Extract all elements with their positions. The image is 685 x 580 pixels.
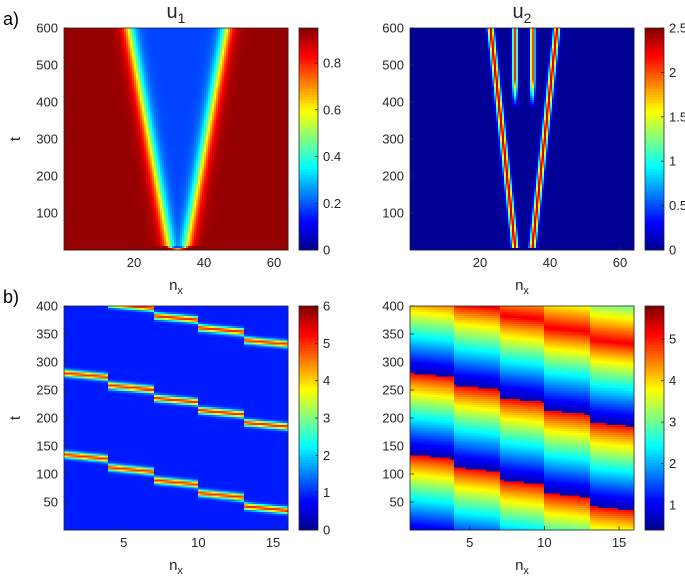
x-tick-label-b1: 5 xyxy=(120,535,127,550)
y-tick-label-a1: 400 xyxy=(36,95,58,110)
y-tick-label-a2: 500 xyxy=(382,58,404,73)
panel-label-a: a) xyxy=(3,9,19,29)
panel-label-b: b) xyxy=(3,287,19,307)
colorbar-b2: 1 2 3 4 5 xyxy=(645,306,676,530)
colorbar-tick-label-a1: 0.4 xyxy=(323,149,341,164)
heatmap-a1: 20 40 60100200300400500600nxtu100.20.40.60… xyxy=(7,1,341,297)
y-tick-label-b1: 250 xyxy=(36,383,58,398)
y-tick-label-a1: 500 xyxy=(36,58,58,73)
x-tick-label-b2: 15 xyxy=(612,535,626,550)
y-axis-label-b1: t xyxy=(7,415,24,420)
y-tick-label-b1: 50 xyxy=(44,495,58,510)
colorbar-tick-label-a1: 0.8 xyxy=(323,56,341,71)
y-tick-label-a1: 200 xyxy=(36,169,58,184)
heatmap-cells-a1 xyxy=(64,28,288,250)
x-tick-label-b2: 10 xyxy=(537,535,551,550)
colorbar-tick-label-b2: 1 xyxy=(669,498,676,513)
x-axis-label-a2: nx xyxy=(515,277,529,297)
colorbar-tick-label-b1: 0 xyxy=(323,523,330,538)
colorbar-tick-label-b2: 2 xyxy=(669,456,676,471)
colorbar-tick-label-b1: 4 xyxy=(323,373,330,388)
colorbar-tick-label-b1: 6 xyxy=(323,299,330,314)
x-tick-label-a1: 60 xyxy=(267,255,281,270)
y-tick-label-a1: 300 xyxy=(36,132,58,147)
y-tick-label-a2: 400 xyxy=(382,95,404,110)
x-axis-label-b2: nx xyxy=(515,557,529,577)
x-tick-label-a2: 60 xyxy=(613,255,627,270)
colorbar-tick-label-a1: 0.2 xyxy=(323,196,341,211)
colorbar-tick-label-a2: 2 xyxy=(669,65,676,80)
y-tick-label-a2: 300 xyxy=(382,132,404,147)
x-axis-label-a1: nx xyxy=(169,277,183,297)
y-tick-label-b1: 300 xyxy=(36,355,58,370)
chart-title-a2: u2 xyxy=(513,1,532,26)
colorbar-tick-label-b2: 5 xyxy=(669,332,676,347)
y-tick-label-b2: 350 xyxy=(382,327,404,342)
y-tick-label-b2: 100 xyxy=(382,467,404,482)
heatmap-cells-b1 xyxy=(64,306,288,530)
y-axis-label-a1: t xyxy=(7,136,24,141)
y-tick-label-b2: 150 xyxy=(382,439,404,454)
y-tick-label-a2: 200 xyxy=(382,169,404,184)
x-tick-label-b2: 5 xyxy=(466,535,473,550)
y-tick-label-b1: 350 xyxy=(36,327,58,342)
colorbar-tick-label-b1: 3 xyxy=(323,411,330,426)
colorbar-tick-label-b1: 2 xyxy=(323,448,330,463)
colorbar-a1: 0 0.2 0.4 0.6 0.8 xyxy=(299,28,341,258)
y-tick-label-b1: 200 xyxy=(36,411,58,426)
colorbar-b1: 0 1 2 3 4 5 6 xyxy=(299,299,330,538)
y-tick-label-b2: 300 xyxy=(382,355,404,370)
colorbar-tick-label-b1: 5 xyxy=(323,336,330,351)
heatmap-cells-b2 xyxy=(410,306,634,530)
heatmap-cells-a2 xyxy=(410,28,634,250)
colorbar-a2: 0 0.5 1 1.5 2 2.5 xyxy=(645,21,685,258)
colorbar-tick-label-a2: 1 xyxy=(669,154,676,169)
x-tick-label-a1: 20 xyxy=(127,255,141,270)
y-tick-label-b2: 200 xyxy=(382,411,404,426)
heatmap-b2: 5 10 15 50 100 150 200 250 300 350 400 nx 1 2 3 4 5 xyxy=(382,299,676,578)
colorbar-tick-label-a2: 0.5 xyxy=(669,198,685,213)
y-tick-label-a2: 600 xyxy=(382,21,404,36)
x-tick-label-a2: 20 xyxy=(473,255,487,270)
chart-title-a1: u1 xyxy=(167,1,186,26)
x-axis-label-b1: nx xyxy=(169,557,183,577)
colorbar-tick-label-a1: 0.6 xyxy=(323,102,341,117)
y-tick-label-b1: 100 xyxy=(36,467,58,482)
y-tick-label-b2: 250 xyxy=(382,383,404,398)
heatmap-b1: 5 10 15 50 100 150 200 250 300 350 400 nx t 0 1 2 3 4 5 6 xyxy=(7,299,330,578)
colorbar-tick-label-a2: 2.5 xyxy=(669,21,685,36)
y-tick-label-b1: 400 xyxy=(36,299,58,314)
x-tick-label-b1: 10 xyxy=(191,535,205,550)
y-tick-label-b1: 150 xyxy=(36,439,58,454)
colorbar-tick-label-b2: 4 xyxy=(669,373,676,388)
colorbar-tick-label-b2: 3 xyxy=(669,415,676,430)
x-tick-label-a1: 40 xyxy=(197,255,211,270)
heatmap-a2: 20 40 60 100 200 300 400 500 600 nx u2 0 0.5 1 1.5 2 2.5 xyxy=(382,1,685,297)
x-tick-label-a2: 40 xyxy=(543,255,557,270)
colorbar-tick-label-b1: 1 xyxy=(323,485,330,500)
x-tick-label-b1: 15 xyxy=(266,535,280,550)
y-tick-label-b2: 50 xyxy=(390,495,404,510)
y-tick-label-a2: 100 xyxy=(382,206,404,221)
colorbar-tick-label-a2: 1.5 xyxy=(669,109,685,124)
y-tick-label-a1: 600 xyxy=(36,21,58,36)
colorbar-tick-label-a1: 0 xyxy=(323,243,330,258)
y-tick-label-b2: 400 xyxy=(382,299,404,314)
colorbar-tick-label-a2: 0 xyxy=(669,243,676,258)
y-tick-label-a1: 100 xyxy=(36,206,58,221)
